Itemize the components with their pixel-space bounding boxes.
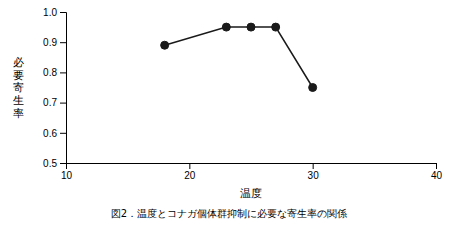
tick-mark (313, 163, 314, 169)
tick-label: 20 (184, 170, 196, 181)
y-axis-label-char: 率 (13, 107, 24, 120)
x-axis-label: 温度 (240, 187, 262, 200)
y-axis-label-char: 必 (13, 56, 24, 69)
tick: 0.7 (43, 97, 66, 108)
x-axis: 10 20 30 40 (61, 163, 443, 181)
tick: 0.6 (43, 128, 66, 139)
y-axis-label-char: 要 (13, 69, 24, 82)
tick-label: 1.0 (43, 7, 57, 18)
tick-label: 0.9 (43, 37, 57, 48)
tick-mark (60, 133, 66, 134)
title: 図2．温度とコナガ個体群抑制に必要な寄生率の関係 (111, 208, 347, 219)
tick-mark (60, 103, 66, 104)
y-axis-label-char: 寄 (13, 81, 24, 94)
tick: 40 (431, 163, 443, 181)
tick-mark (60, 72, 66, 73)
tick-mark (436, 163, 437, 169)
tick-label: 40 (431, 170, 443, 181)
tick: 30 (308, 163, 320, 181)
tick: 0.5 (43, 158, 66, 169)
tick-mark (189, 163, 190, 169)
point (309, 84, 317, 92)
point (161, 41, 169, 49)
tick: 20 (184, 163, 196, 181)
tick: 1.0 (43, 7, 66, 18)
y-axis-label: 必要寄生率 (13, 56, 24, 120)
tick-label: 0.5 (43, 158, 57, 169)
tick-label: 30 (308, 170, 320, 181)
point (247, 23, 255, 31)
y-axis-label-char: 生 (13, 94, 24, 107)
tick-label: 0.7 (43, 97, 57, 108)
line (165, 27, 313, 87)
tick-mark (60, 12, 66, 13)
tick: 10 (61, 163, 73, 181)
tick: 0.8 (43, 67, 66, 78)
axis-line (67, 164, 437, 170)
marks (161, 23, 317, 91)
tick-mark (60, 163, 66, 164)
tick-mark (60, 42, 66, 43)
point (222, 23, 230, 31)
y-axis: 0.5 0.6 0.7 0.8 0.9 1.0 (43, 7, 66, 169)
chart: 10 20 30 40 0.5 0.6 0.7 0.8 0.9 1.0 温度 必要寄生率図2．温度とコ… (0, 0, 458, 225)
tick: 0.9 (43, 37, 66, 48)
tick-label: 0.6 (43, 128, 57, 139)
point (272, 23, 280, 31)
tick-label: 0.8 (43, 67, 57, 78)
plot: 10 20 30 40 0.5 0.6 0.7 0.8 0.9 1.0 温度 必要寄生率 (13, 7, 443, 200)
tick-label: 10 (61, 170, 73, 181)
axis-line (60, 13, 67, 164)
